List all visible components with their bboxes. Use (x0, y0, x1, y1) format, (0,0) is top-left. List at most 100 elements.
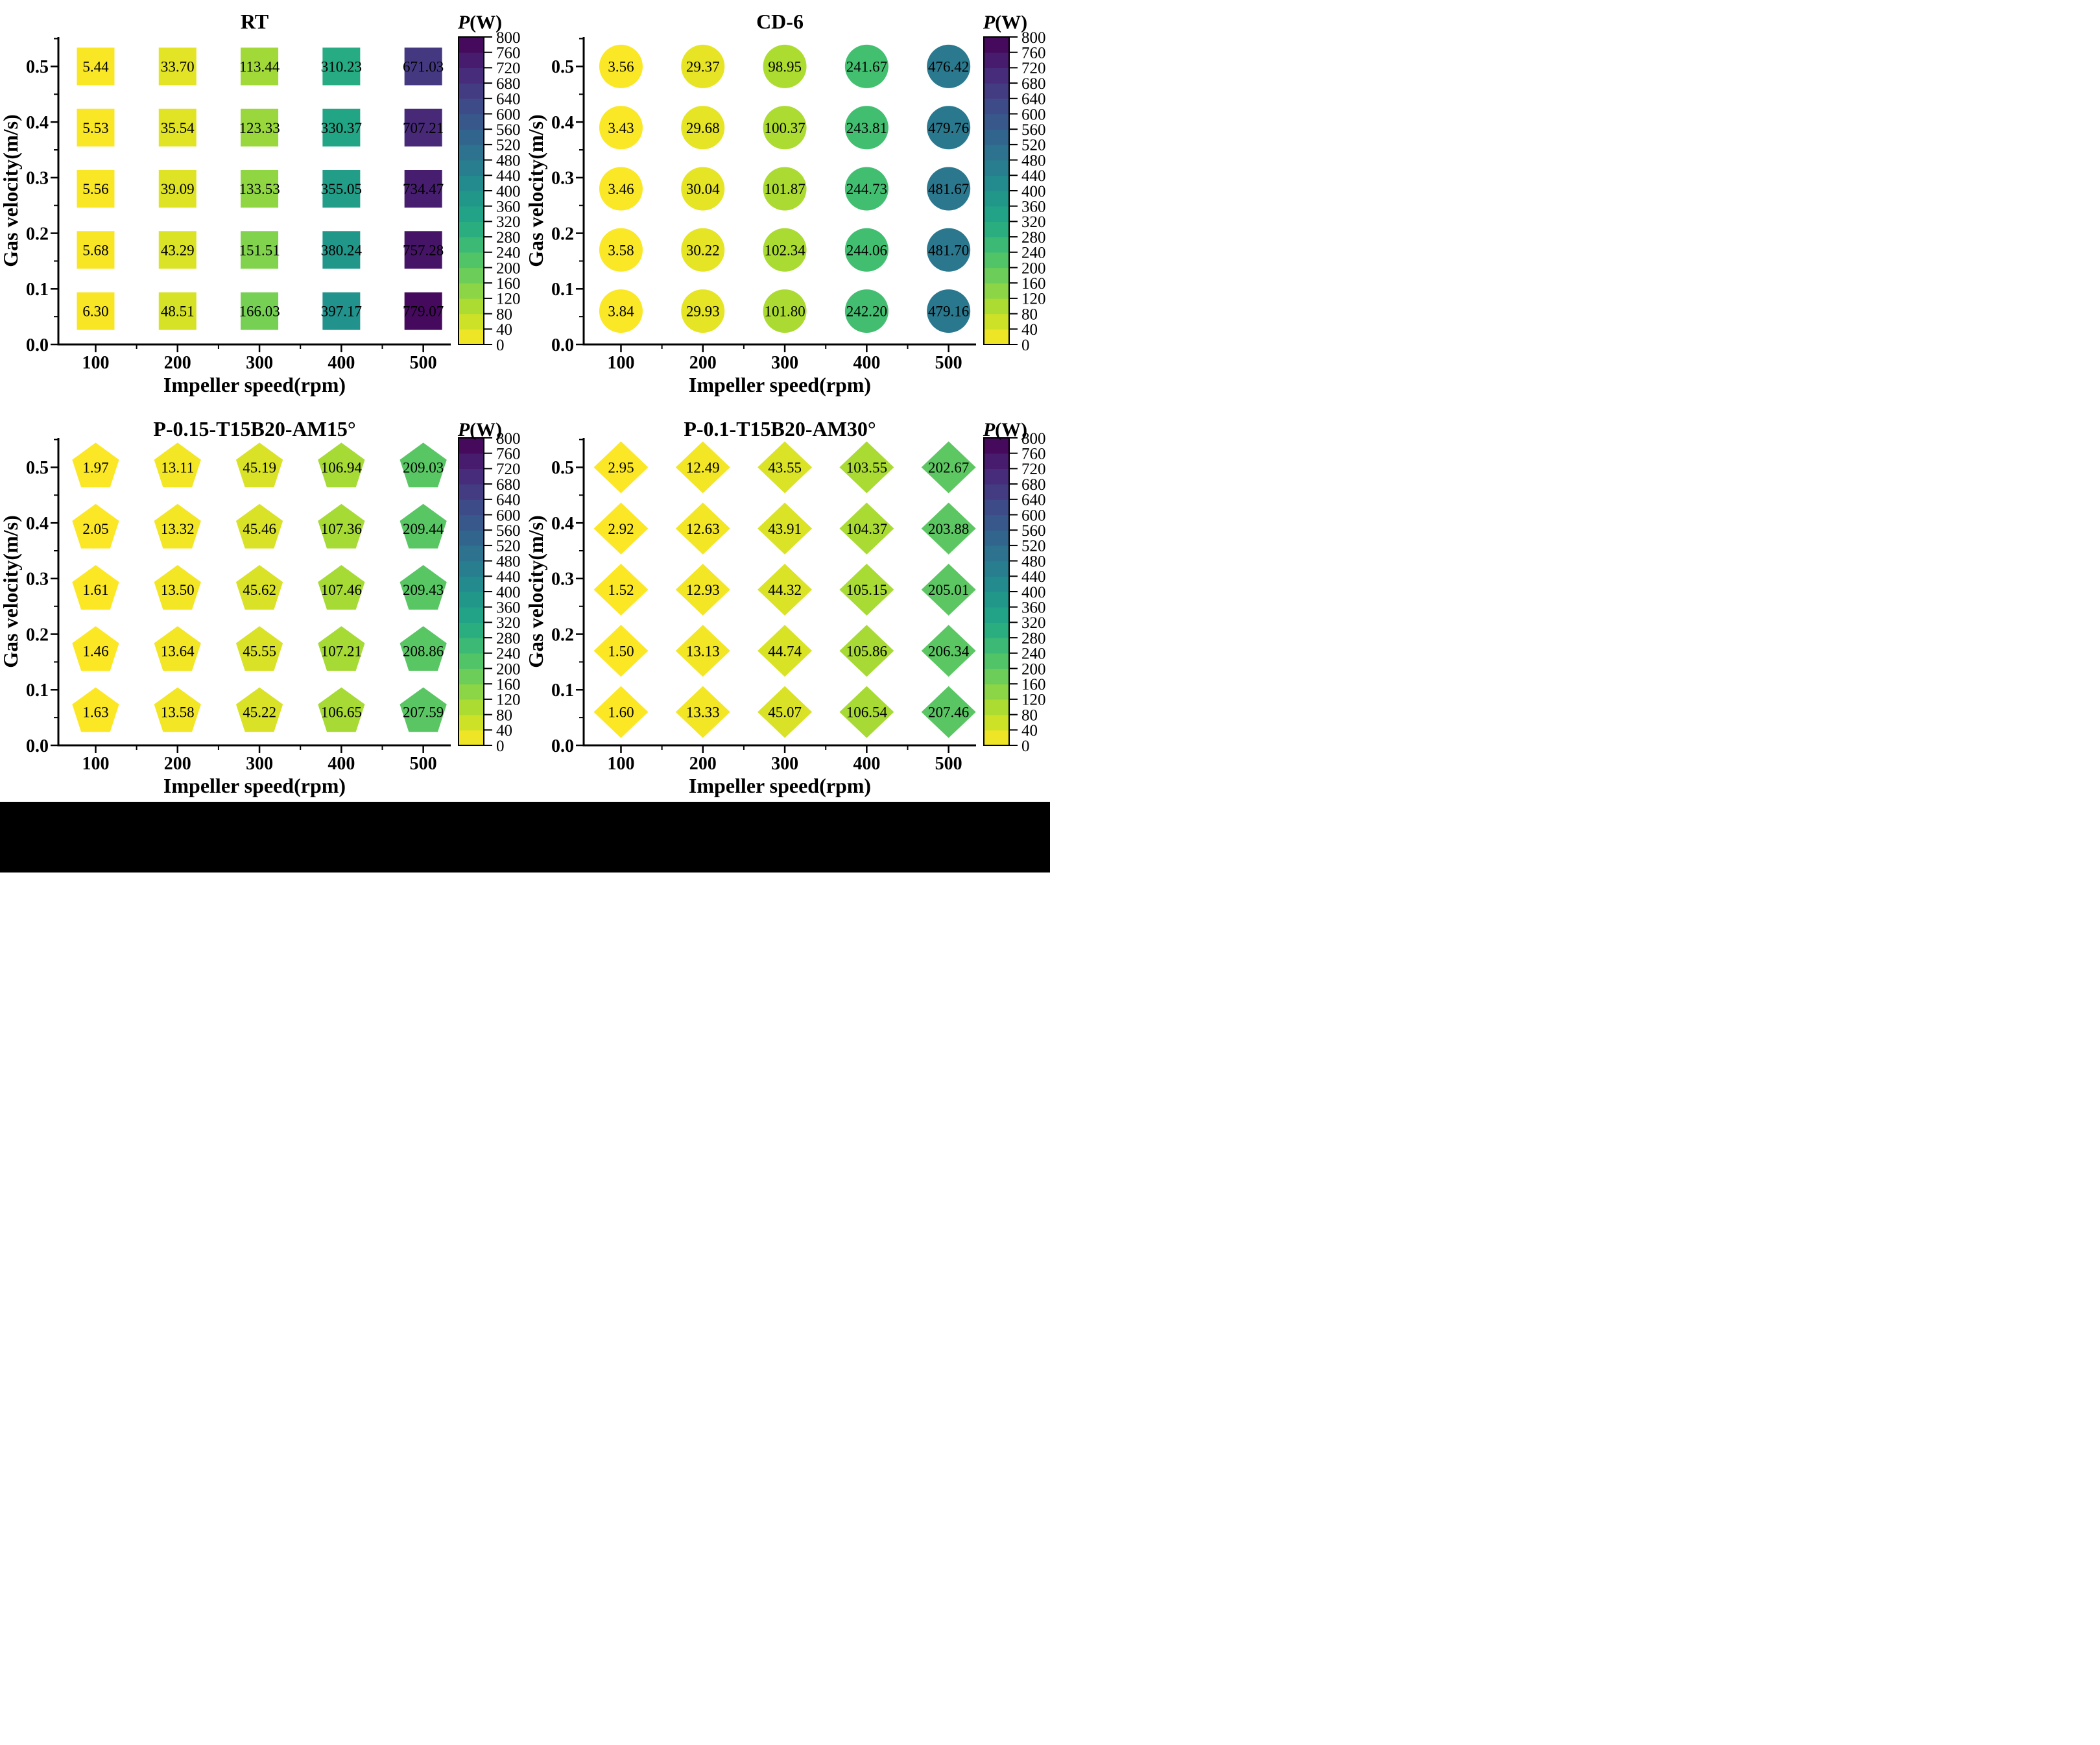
colorbar-tick-label: 440 (496, 167, 521, 185)
marker-diamond (593, 441, 649, 494)
colorbar-tick-label: 0 (1021, 738, 1030, 755)
colorbar-band (984, 313, 1009, 330)
colorbar-band (459, 221, 484, 237)
marker-square (77, 108, 115, 147)
colorbar-tick-label: 720 (1021, 461, 1046, 478)
marker-square (404, 108, 442, 147)
marker-diamond (758, 686, 813, 738)
marker-value-label: 1.46 (82, 643, 108, 659)
marker-square (404, 47, 442, 86)
colorbar-band (459, 560, 484, 577)
x-axis-title: Impeller speed(rpm) (163, 774, 346, 797)
marker-pentagon (72, 503, 119, 549)
marker-value-label: 12.63 (686, 521, 720, 537)
colorbar-band (459, 252, 484, 269)
marker-diamond (593, 502, 649, 555)
colorbar-band (984, 622, 1009, 638)
marker-diamond (921, 686, 976, 738)
marker-value-label: 107.21 (321, 643, 362, 659)
marker-value-label: 101.87 (764, 181, 805, 197)
x-tick-label: 400 (853, 754, 880, 774)
marker-value-label: 244.06 (846, 242, 887, 258)
marker-value-label: 33.70 (161, 58, 195, 75)
x-tick-label: 400 (853, 353, 880, 373)
marker-value-label: 6.30 (82, 304, 108, 320)
colorbar-band (984, 252, 1009, 269)
marker-value-label: 107.46 (321, 582, 362, 598)
colorbar-band (459, 267, 484, 283)
marker-value-label: 3.46 (608, 181, 634, 197)
colorbar-band (984, 592, 1009, 608)
y-tick-label: 0.5 (26, 57, 49, 77)
marker-value-label: 105.15 (846, 582, 887, 598)
colorbar-tick-label: 0 (1021, 337, 1030, 354)
marker-square (404, 231, 442, 269)
colorbar-band (984, 499, 1009, 516)
marker-value-label: 203.88 (928, 521, 969, 537)
marker-value-label: 206.34 (928, 643, 970, 659)
marker-value-label: 100.37 (764, 120, 805, 136)
colorbar-tick-label: 560 (496, 121, 521, 139)
colorbar-tick-label: 600 (496, 106, 521, 123)
y-tick-label: 0.5 (551, 57, 574, 77)
colorbar-band (984, 668, 1009, 684)
colorbar-tick-label: 680 (1021, 476, 1046, 494)
marker-pentagon (154, 687, 201, 732)
colorbar-band (459, 83, 484, 99)
marker-value-label: 45.22 (243, 704, 276, 721)
colorbar-tick-label: 360 (1021, 599, 1046, 616)
colorbar-band (984, 67, 1009, 84)
colorbar-tick-label: 280 (496, 229, 521, 247)
colorbar-tick-label: 680 (1021, 75, 1046, 93)
marker-pentagon (235, 687, 283, 732)
colorbar-band (984, 98, 1009, 115)
colorbar-tick-label: 40 (496, 722, 512, 740)
y-tick-label: 0.4 (26, 514, 49, 534)
marker-circle (927, 228, 971, 272)
x-tick-label: 200 (164, 353, 191, 373)
chart-p01-t15b20-am30: P-0.1-T15B20-AM30° 100 200 300 400 500 0.0 0.1 0… (524, 401, 1050, 802)
marker-value-label: 13.58 (161, 704, 195, 721)
colorbar-tick-label: 800 (496, 29, 521, 47)
colorbar-tick-label: 160 (1021, 676, 1046, 693)
y-tick-label: 0.1 (26, 280, 49, 300)
marker-value-label: 481.70 (928, 242, 969, 258)
colorbar-band (984, 560, 1009, 577)
marker-value-label: 481.67 (928, 181, 969, 197)
marker-circle (763, 106, 807, 150)
marker-pentagon (154, 442, 201, 488)
colorbar-band (984, 221, 1009, 237)
marker-diamond (593, 625, 649, 677)
marker-value-label: 12.49 (686, 459, 720, 475)
marker-circle (763, 167, 807, 211)
colorbar-tick-label: 120 (1021, 692, 1046, 709)
marker-value-label: 43.91 (768, 521, 802, 537)
y-tick-label: 0.1 (551, 280, 574, 300)
marker-circle (763, 289, 807, 333)
colorbar-band (459, 684, 484, 700)
colorbar-band (459, 114, 484, 130)
marker-value-label: 671.03 (403, 58, 444, 75)
marker-pentagon (235, 626, 283, 671)
colorbar-tick-label: 320 (1021, 213, 1046, 231)
y-tick-label: 0.3 (26, 169, 49, 189)
x-axis-title: Impeller speed(rpm) (689, 373, 871, 396)
marker-pentagon (154, 503, 201, 549)
marker-value-label: 123.33 (239, 120, 280, 136)
colorbar-tick-label: 280 (1021, 229, 1046, 247)
colorbar-band (459, 607, 484, 623)
colorbar-tick-label: 720 (496, 60, 521, 77)
x-tick-label: 400 (328, 353, 355, 373)
marker-square (322, 108, 361, 147)
colorbar-band (459, 298, 484, 315)
x-tick-label: 100 (607, 754, 634, 774)
colorbar-band (459, 52, 484, 68)
colorbar-band (984, 453, 1009, 469)
marker-value-label: 707.21 (403, 120, 444, 136)
y-axis-title: Gas velocity(m/s) (525, 114, 547, 267)
colorbar-tick-label: 760 (1021, 445, 1046, 463)
x-tick-label: 300 (771, 353, 798, 373)
figure-page: RT 100 200 300 400 500 0.0 0.1 0.2 0.3 0.4 0.5 Impel… (0, 0, 1050, 872)
marker-circle (599, 167, 643, 211)
colorbar-band (984, 714, 1009, 730)
